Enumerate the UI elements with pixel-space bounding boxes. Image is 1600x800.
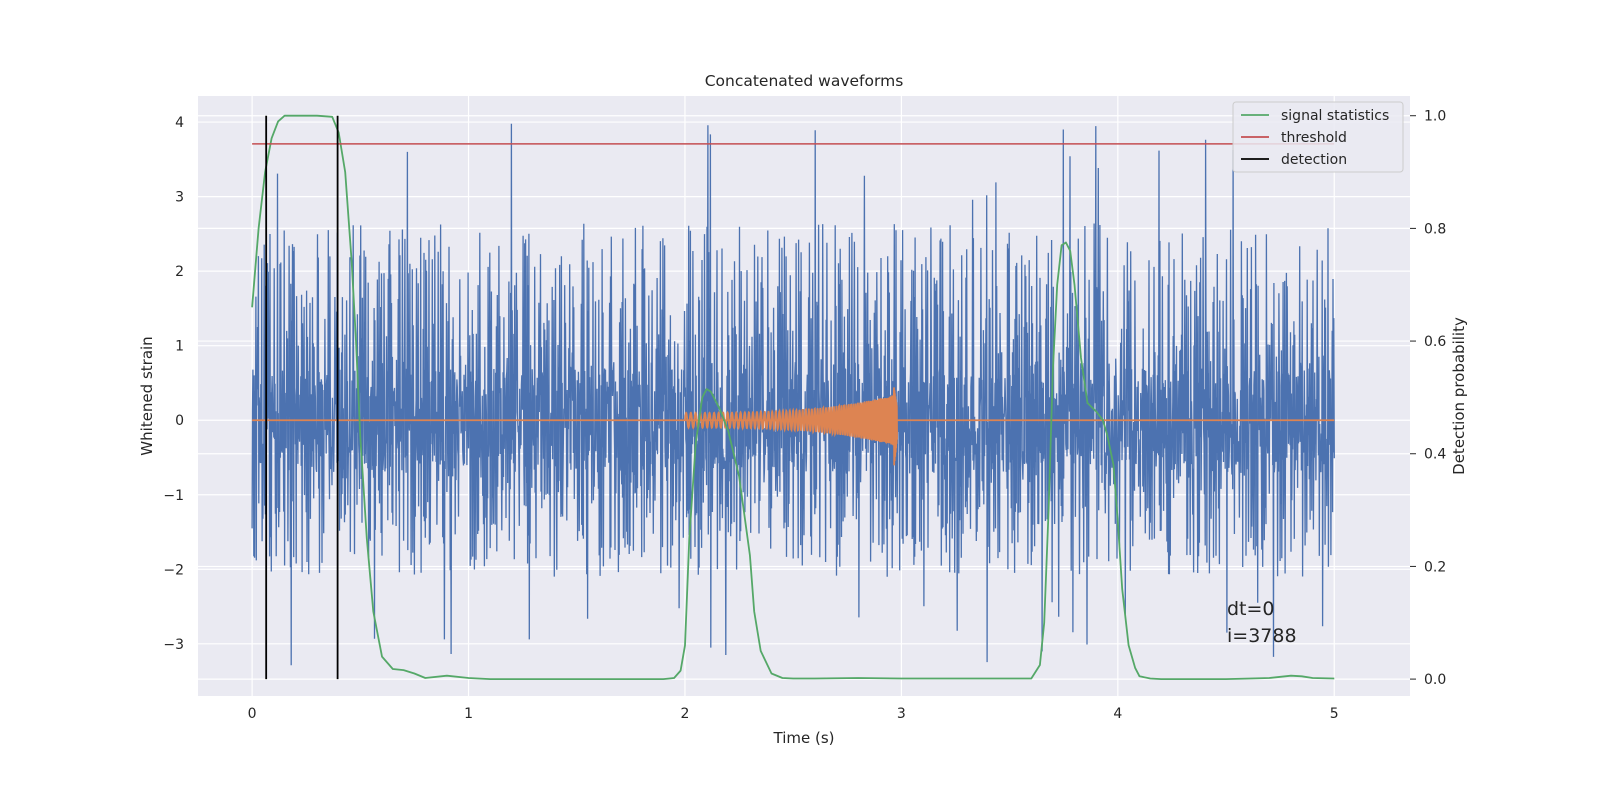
axis-ticks: 0 1 2 3 4 5 −3 −2 −1 0 1 2 3 4 0.0 0.2 0.4 0.6 0.8 1.0 xyxy=(163,109,1446,722)
y-tick-label: 4 xyxy=(175,115,184,131)
y-tick-label: −3 xyxy=(163,637,184,653)
x-axis-label: Time (s) xyxy=(773,729,835,747)
legend-box xyxy=(1232,101,1404,173)
chart-title: Concatenated waveforms xyxy=(705,72,904,90)
signal-statistics-line xyxy=(251,114,1335,680)
y2-tick-label: 0.4 xyxy=(1424,447,1446,463)
y-axis-label: Whitened strain xyxy=(138,336,156,455)
y-tick-label: −2 xyxy=(163,562,184,578)
y-tick-label: 0 xyxy=(175,413,184,429)
x-tick-label: 0 xyxy=(248,706,257,722)
y2-tick-label: 0.8 xyxy=(1424,221,1446,237)
noise-trace xyxy=(251,123,1335,666)
injected-chirp xyxy=(684,387,898,466)
legend-label-signal-statistics: signal statistics xyxy=(1281,108,1389,124)
legend-label-detection: detection xyxy=(1281,152,1347,168)
injected-signal-series xyxy=(252,387,1335,466)
y-tick-label: 2 xyxy=(175,264,184,280)
y-tick-label: 1 xyxy=(175,339,184,355)
y2-tick-label: 0.0 xyxy=(1424,672,1446,688)
noise-series-whitened-strain xyxy=(251,123,1335,666)
y2-axis-label: Detection probability xyxy=(1450,317,1468,475)
detection-series xyxy=(265,115,339,680)
legend-label-threshold: threshold xyxy=(1281,130,1347,146)
y2-tick-label: 0.6 xyxy=(1424,334,1446,350)
annotation-index: i=3788 xyxy=(1227,625,1297,647)
y2-tick-label: 1.0 xyxy=(1424,109,1446,125)
y2-tick-label: 0.2 xyxy=(1424,559,1446,575)
x-tick-label: 3 xyxy=(897,706,906,722)
x-tick-label: 5 xyxy=(1330,706,1339,722)
x-tick-label: 2 xyxy=(681,706,690,722)
x-tick-label: 4 xyxy=(1113,706,1122,722)
x-tick-label: 1 xyxy=(464,706,473,722)
annotation-dt: dt=0 xyxy=(1227,598,1275,620)
y-tick-label: −1 xyxy=(163,488,184,504)
legend: signal statistics threshold detection xyxy=(1232,101,1404,173)
y-tick-label: 3 xyxy=(175,190,184,206)
signal-statistics-series xyxy=(251,114,1335,680)
